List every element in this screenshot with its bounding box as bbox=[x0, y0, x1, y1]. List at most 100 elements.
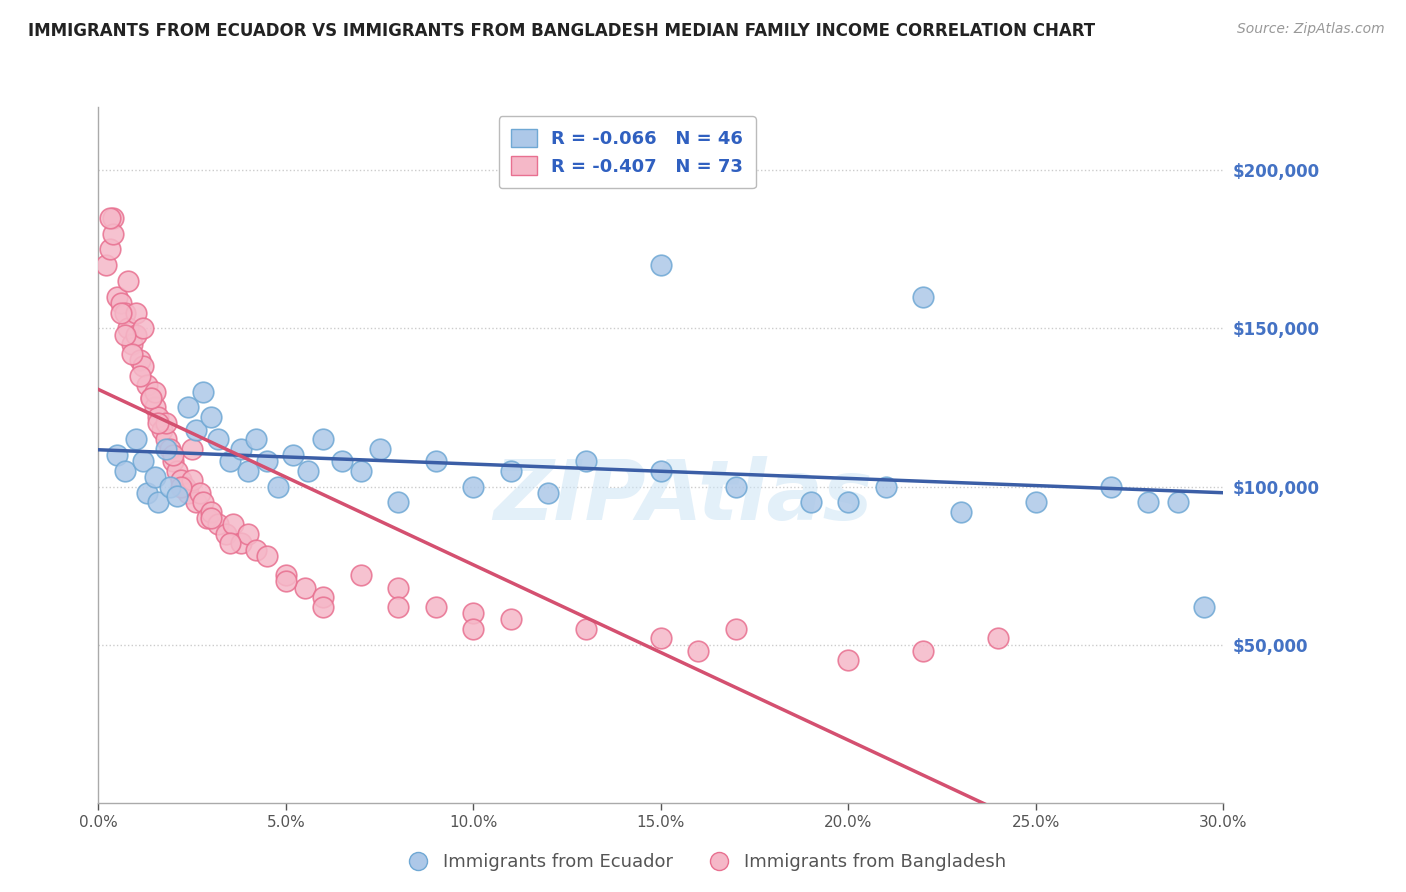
Point bbox=[350, 464, 373, 478]
Text: ZIPAtlas: ZIPAtlas bbox=[494, 456, 873, 537]
Point bbox=[312, 591, 335, 605]
Point bbox=[238, 464, 260, 478]
Point bbox=[215, 527, 238, 541]
Point bbox=[218, 536, 240, 550]
Point bbox=[105, 290, 128, 304]
Point bbox=[200, 409, 222, 424]
Point bbox=[155, 442, 177, 456]
Point bbox=[155, 432, 177, 446]
Point bbox=[200, 511, 222, 525]
Point bbox=[143, 384, 166, 399]
Point bbox=[193, 384, 215, 399]
Point bbox=[200, 505, 222, 519]
Point bbox=[148, 417, 170, 431]
Point bbox=[650, 632, 672, 646]
Point bbox=[499, 612, 522, 626]
Point bbox=[148, 409, 170, 424]
Point bbox=[184, 495, 207, 509]
Point bbox=[155, 417, 177, 431]
Point bbox=[121, 337, 143, 351]
Point bbox=[222, 517, 245, 532]
Point bbox=[177, 486, 200, 500]
Point bbox=[143, 470, 166, 484]
Point bbox=[148, 495, 170, 509]
Point bbox=[110, 296, 132, 310]
Point bbox=[245, 432, 267, 446]
Point bbox=[267, 479, 290, 493]
Point bbox=[193, 495, 215, 509]
Point bbox=[188, 486, 211, 500]
Point bbox=[173, 479, 195, 493]
Point bbox=[103, 211, 125, 225]
Point bbox=[1167, 495, 1189, 509]
Point bbox=[105, 448, 128, 462]
Point bbox=[387, 581, 409, 595]
Point bbox=[463, 479, 485, 493]
Point bbox=[463, 622, 485, 636]
Text: IMMIGRANTS FROM ECUADOR VS IMMIGRANTS FROM BANGLADESH MEDIAN FAMILY INCOME CORRE: IMMIGRANTS FROM ECUADOR VS IMMIGRANTS FR… bbox=[28, 22, 1095, 40]
Point bbox=[912, 644, 935, 658]
Point bbox=[125, 432, 148, 446]
Point bbox=[650, 464, 672, 478]
Point bbox=[128, 353, 150, 368]
Point bbox=[159, 442, 181, 456]
Point bbox=[128, 368, 150, 383]
Point bbox=[575, 622, 598, 636]
Point bbox=[132, 359, 155, 374]
Point bbox=[98, 243, 121, 257]
Point bbox=[132, 321, 155, 335]
Point bbox=[143, 401, 166, 415]
Point bbox=[297, 464, 319, 478]
Point bbox=[181, 473, 204, 487]
Point bbox=[132, 454, 155, 468]
Point bbox=[1137, 495, 1160, 509]
Point bbox=[181, 442, 204, 456]
Point bbox=[987, 632, 1010, 646]
Point bbox=[170, 473, 193, 487]
Point bbox=[121, 347, 143, 361]
Point bbox=[1025, 495, 1047, 509]
Point bbox=[837, 653, 859, 667]
Point bbox=[136, 378, 159, 392]
Point bbox=[117, 274, 139, 288]
Point bbox=[139, 391, 162, 405]
Point bbox=[800, 495, 823, 509]
Point bbox=[463, 606, 485, 620]
Point bbox=[294, 581, 316, 595]
Point bbox=[387, 495, 409, 509]
Point bbox=[312, 432, 335, 446]
Point bbox=[114, 305, 136, 319]
Point bbox=[274, 568, 297, 582]
Point bbox=[166, 464, 188, 478]
Point bbox=[159, 479, 181, 493]
Point bbox=[312, 599, 335, 614]
Point bbox=[125, 327, 148, 342]
Point bbox=[724, 622, 747, 636]
Point bbox=[238, 527, 260, 541]
Point bbox=[162, 454, 184, 468]
Point bbox=[387, 599, 409, 614]
Point bbox=[98, 211, 121, 225]
Point bbox=[283, 448, 305, 462]
Point bbox=[166, 489, 188, 503]
Point bbox=[499, 464, 522, 478]
Point bbox=[207, 432, 229, 446]
Point bbox=[207, 517, 229, 532]
Point bbox=[1194, 599, 1216, 614]
Point bbox=[162, 448, 184, 462]
Point bbox=[117, 321, 139, 335]
Point bbox=[425, 599, 447, 614]
Point bbox=[245, 542, 267, 557]
Point bbox=[94, 258, 117, 272]
Point bbox=[330, 454, 353, 468]
Point bbox=[837, 495, 859, 509]
Point bbox=[912, 290, 935, 304]
Point bbox=[218, 454, 240, 468]
Point bbox=[875, 479, 897, 493]
Point bbox=[170, 479, 193, 493]
Point bbox=[350, 568, 373, 582]
Point bbox=[103, 227, 125, 241]
Point bbox=[1099, 479, 1122, 493]
Point bbox=[229, 536, 252, 550]
Point bbox=[274, 574, 297, 589]
